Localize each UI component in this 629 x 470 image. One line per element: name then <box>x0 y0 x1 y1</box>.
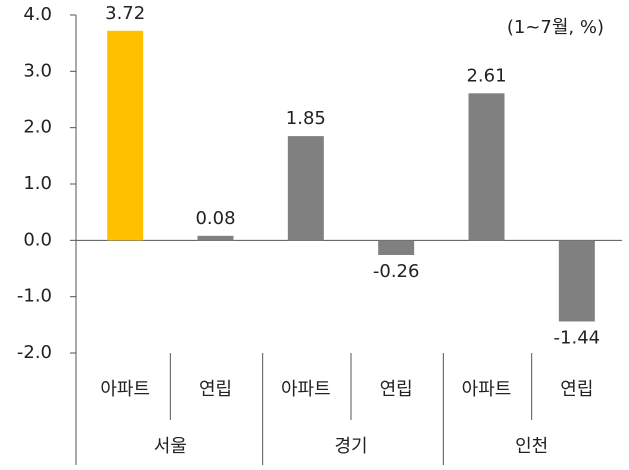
y-tick-label: 1.0 <box>23 173 52 194</box>
y-tick-label: 2.0 <box>23 117 52 138</box>
value-label: -0.26 <box>373 261 420 282</box>
x-tick-label: 연립 <box>380 379 413 400</box>
value-label: -1.44 <box>554 327 601 348</box>
y-tick-label: 4.0 <box>23 4 52 25</box>
bar <box>378 240 415 255</box>
y-tick-label: -1.0 <box>17 286 52 307</box>
y-tick-label: 3.0 <box>23 60 52 81</box>
y-tick-label: 0.0 <box>23 229 52 250</box>
bar <box>558 240 595 322</box>
value-label: 2.61 <box>466 65 506 86</box>
x-tick-label: 아파트 <box>281 379 331 400</box>
value-label: 0.08 <box>195 208 235 229</box>
bar <box>287 136 324 241</box>
bar <box>468 93 505 241</box>
x-tick-label: 연립 <box>199 379 232 400</box>
x-tick-label: 연립 <box>560 379 593 400</box>
group-label: 서울 <box>154 436 187 457</box>
group-label: 인천 <box>515 436 548 457</box>
annotation: (1~7월, %) <box>507 17 604 38</box>
x-tick-label: 아파트 <box>100 379 150 400</box>
value-label: 3.72 <box>105 3 145 24</box>
value-label: 1.85 <box>286 108 326 129</box>
y-tick-label: -2.0 <box>17 342 52 363</box>
group-label: 경기 <box>334 436 367 457</box>
x-tick-label: 아파트 <box>462 379 512 400</box>
bar <box>197 235 234 241</box>
bar <box>107 30 144 241</box>
